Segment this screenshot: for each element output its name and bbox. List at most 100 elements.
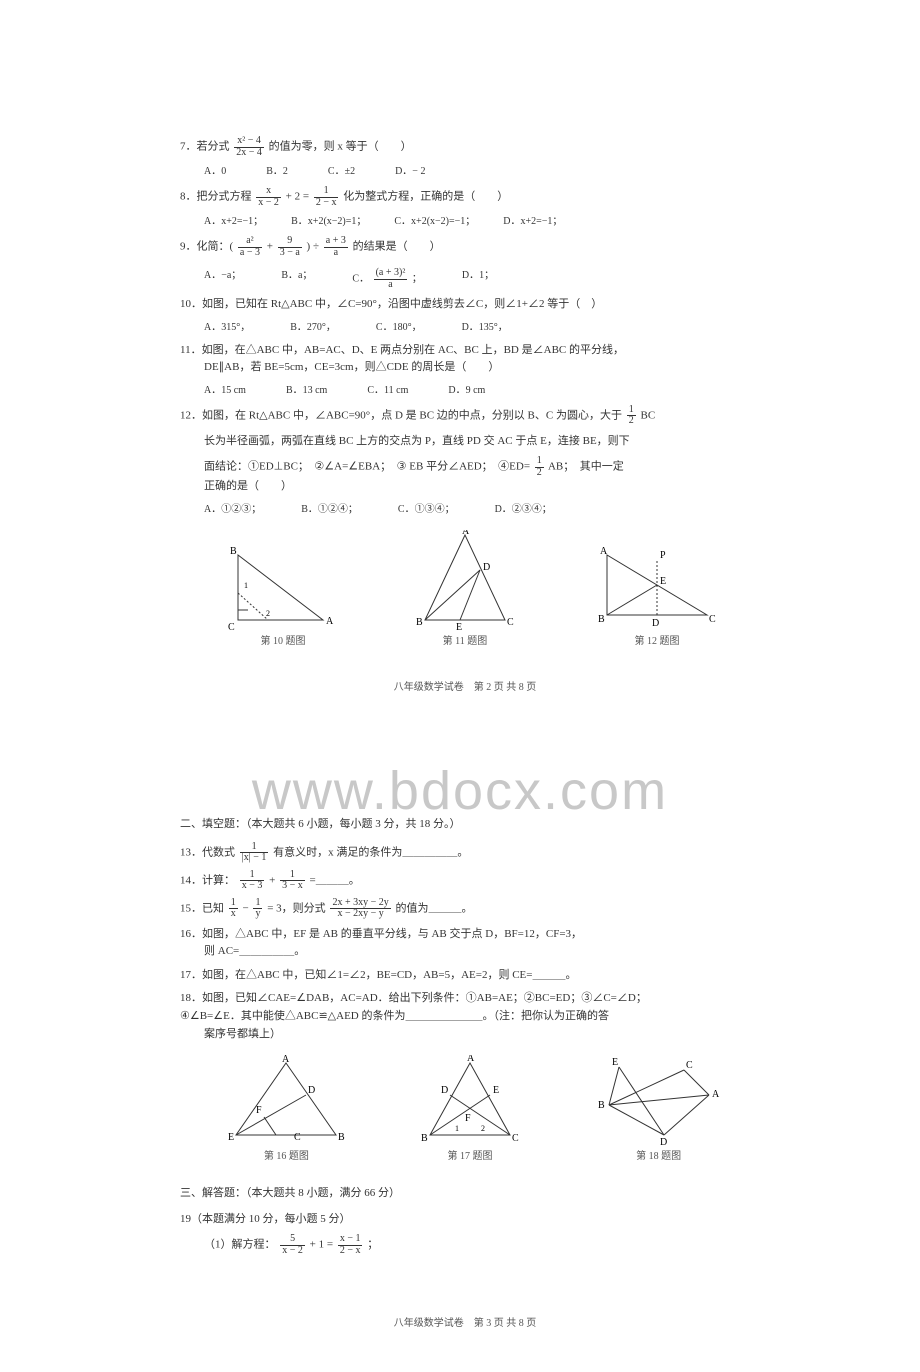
q9-mid1: + (267, 241, 276, 253)
question-17: 17．如图，在△ABC 中，已知∠1=∠2，BE=CD，AB=5，AE=2，则 … (180, 967, 750, 985)
q8-opt-d: D．x+2=−1； (503, 214, 562, 230)
q12-l4: 正确的是（ ） (204, 478, 750, 496)
q9-mid2: ) ÷ (307, 241, 322, 253)
svg-text:2: 2 (266, 609, 270, 618)
q7-opt-c: C．±2 (328, 164, 355, 180)
figure-12: A B C D E P 第 12 题图 (592, 540, 722, 650)
q11-d: D．9 cm (448, 383, 485, 399)
q14-mid: + (269, 874, 278, 886)
figure-11: A B C D E 第 11 题图 (410, 530, 520, 650)
q18-l1: 18．如图，已知∠CAE=∠DAB，AC=AD．给出下列条件：①AB=AE；②B… (180, 990, 750, 1008)
figure-17: A B C D E F 1 2 第 17 题图 (415, 1055, 525, 1165)
q12-suf: BC (640, 409, 655, 421)
q7-opt-b: B．2 (266, 164, 288, 180)
svg-text:F: F (465, 1113, 471, 1124)
q8-opt-b: B．x+2(x−2)=1； (291, 214, 366, 230)
svg-text:A: A (712, 1089, 720, 1100)
svg-text:E: E (228, 1132, 234, 1143)
svg-text:E: E (456, 622, 462, 630)
q10-d: D．135°， (462, 320, 508, 336)
q16-l1: 16．如图，△ABC 中，EF 是 AB 的垂直平分线，与 AB 交于点 D，B… (180, 926, 750, 944)
q9-suffix: 的结果是（ ） (353, 241, 441, 253)
svg-text:E: E (660, 576, 666, 587)
q10-c: C．180°， (376, 320, 422, 336)
q12-c: C．①③④； (398, 502, 455, 518)
svg-text:C: C (512, 1133, 519, 1144)
question-19-title: 19（本题满分 10 分，每小题 5 分） (180, 1211, 750, 1229)
q19-1-mid: + 1 = (310, 1239, 336, 1251)
svg-text:B: B (416, 617, 423, 628)
question-19-1: （1）解方程： 5x − 2 + 1 = x − 12 − x ； (204, 1234, 750, 1256)
q19-f1d: x − 2 (280, 1246, 305, 1257)
q7-opt-d: D．− 2 (395, 164, 425, 180)
q19-1-pre: （1）解方程： (204, 1239, 276, 1251)
page-footer-1: 八年级数学试卷 第 2 页 共 8 页 (180, 680, 750, 696)
q14-f2: 13 − x (280, 870, 305, 892)
q9c-suf: ； (412, 273, 422, 284)
q7-options: A．0 B．2 C．±2 D．− 2 (204, 164, 750, 180)
figure-12-svg: A B C D E P (592, 540, 722, 630)
svg-text:B: B (598, 614, 605, 625)
q12-l3d: 2 (535, 468, 544, 479)
svg-text:A: A (467, 1055, 475, 1064)
svg-text:1: 1 (455, 1124, 459, 1133)
question-8: 8．把分式方程 x x − 2 + 2 = 1 2 − x 化为整式方程，正确的… (180, 186, 750, 208)
svg-text:A: A (600, 546, 608, 557)
svg-text:B: B (421, 1133, 428, 1144)
figure-18: B A C D E 第 18 题图 (594, 1055, 724, 1165)
q7-prefix: 7．若分式 (180, 141, 230, 153)
q12-a: A．①②③； (204, 502, 261, 518)
q15-m1: − (243, 902, 252, 914)
svg-text:D: D (660, 1137, 667, 1145)
q14-f2d: 3 − x (280, 881, 305, 892)
q13-pre: 13．代数式 (180, 846, 238, 858)
question-16: 16．如图，△ABC 中，EF 是 AB 的垂直平分线，与 AB 交于点 D，B… (180, 926, 750, 961)
q11-options: A．15 cm B．13 cm C．11 cm D．9 cm (204, 383, 750, 399)
figure-row-1: B A C 1 2 第 10 题图 A B C D E 第 11 题图 (200, 530, 750, 650)
q7-den: 2x − 4 (234, 148, 264, 159)
svg-text:E: E (493, 1085, 499, 1096)
q9-opt-b: B．a； (281, 268, 312, 290)
q9c-frac: (a + 3)²a (374, 268, 408, 290)
q18-l2: ④∠B=∠E．其中能使△ABC≌△AED 的条件为＿＿＿＿＿＿＿。（注：把你认为… (180, 1008, 750, 1026)
q13-frac: 1|x| − 1 (240, 842, 269, 864)
figure-16-svg: A B E D F C (226, 1055, 346, 1145)
q7-num: x² − 4 (234, 136, 264, 148)
q12-l3-pre: 面结论：①ED⊥BC； ②∠A=∠EBA； ③ EB 平分∠AED； ④ED= (204, 461, 530, 473)
q8-f1n: x (256, 186, 281, 198)
q9-f2: 93 − a (278, 236, 302, 258)
q9-f3n: a + 3 (324, 236, 348, 248)
figure-18-caption: 第 18 题图 (594, 1149, 724, 1165)
q7-opt-a: A．0 (204, 164, 226, 180)
page-footer-2: 八年级数学试卷 第 3 页 共 8 页 (180, 1316, 750, 1332)
question-14: 14．计算： 1x − 3 + 13 − x =＿＿＿。 (180, 870, 750, 892)
svg-text:A: A (326, 616, 334, 627)
question-10: 10．如图，已知在 Rt△ABC 中，∠C=90°，沿图中虚线剪去∠C，则∠1+… (180, 296, 750, 314)
q9-f2d: 3 − a (278, 248, 302, 259)
figure-10-caption: 第 10 题图 (228, 634, 338, 650)
q14-suf: =＿＿＿。 (310, 874, 360, 886)
q8-frac2: 1 2 − x (314, 186, 339, 208)
q14-f1: 1x − 3 (240, 870, 265, 892)
q15-suf: 的值为＿＿＿。 (395, 902, 472, 914)
q13-suf: 有意义时，x 满足的条件为＿＿＿＿＿。 (273, 846, 468, 858)
svg-text:A: A (462, 530, 470, 537)
q12-frac: 12 (627, 405, 636, 427)
q9c-n: (a + 3)² (374, 268, 408, 280)
q15-pre: 15．已知 (180, 902, 227, 914)
q9c-pre: C． (352, 273, 369, 284)
svg-text:D: D (483, 562, 490, 573)
q9-opt-c: C． (a + 3)²a ； (352, 268, 421, 290)
svg-text:C: C (507, 617, 514, 628)
q7-fraction: x² − 4 2x − 4 (234, 136, 264, 158)
svg-text:2: 2 (481, 1124, 485, 1133)
svg-text:E: E (612, 1057, 618, 1068)
question-13: 13．代数式 1|x| − 1 有意义时，x 满足的条件为＿＿＿＿＿。 (180, 842, 750, 864)
q10-text: 10．如图，已知在 Rt△ABC 中，∠C=90°，沿图中虚线剪去∠C，则∠1+… (180, 296, 750, 314)
svg-text:D: D (652, 618, 659, 629)
q11-b: B．13 cm (286, 383, 327, 399)
q11-l2: DE∥AB，若 BE=5cm，CE=3cm，则△CDE 的周长是（ ） (204, 359, 750, 377)
q12-d: D．②③④； (495, 502, 552, 518)
section-2-title: 二、填空题：（本大题共 6 小题，每小题 3 分，共 18 分。） (180, 816, 750, 834)
question-18: 18．如图，已知∠CAE=∠DAB，AC=AD．给出下列条件：①AB=AE；②B… (180, 990, 750, 1043)
